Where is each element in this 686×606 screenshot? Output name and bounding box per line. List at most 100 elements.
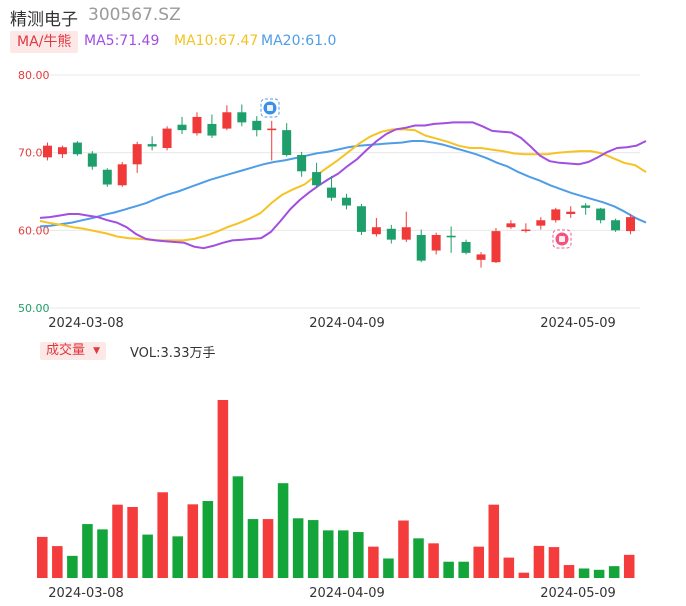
volume-bar (172, 536, 183, 578)
candle-body (356, 206, 366, 232)
candle (536, 217, 546, 230)
volume-bar (277, 483, 289, 578)
candle-body (551, 209, 561, 221)
ma10-line (39, 128, 647, 242)
y-tick-label: 60.00 (18, 224, 50, 237)
price-x-ticks: 2024-03-08 2024-04-09 2024-05-09 (48, 316, 616, 330)
volume-bar (202, 501, 214, 578)
candle (72, 141, 82, 156)
candle-body (72, 142, 82, 155)
candle-body (102, 169, 112, 185)
ma-indicator-selector[interactable]: MA/牛熊 (10, 31, 79, 53)
volume-chart[interactable]: 2024-03-08 2024-04-09 2024-05-09 (0, 360, 686, 606)
candle-body (341, 197, 351, 206)
volume-bar (292, 518, 304, 578)
candle (162, 126, 172, 151)
candle (416, 229, 426, 263)
candle-body (117, 164, 127, 186)
candle-body (566, 211, 576, 215)
volume-bar (608, 566, 620, 578)
volume-bar (443, 561, 454, 578)
candle (312, 162, 322, 188)
volume-bar (82, 524, 93, 578)
x-tick-label: 2024-04-09 (309, 586, 385, 601)
candle (371, 217, 381, 237)
volume-bar (548, 547, 560, 578)
volume-bar (52, 546, 63, 578)
ma20-line (39, 140, 647, 228)
volume-bar (338, 530, 349, 578)
volume-bars (37, 400, 635, 578)
candle-body (611, 220, 621, 231)
y-tick-label: 70.00 (18, 147, 50, 160)
volume-bar (322, 530, 334, 578)
candle (282, 123, 292, 157)
candle (177, 116, 187, 135)
ma5-line (39, 121, 647, 250)
price-chart[interactable]: 80.00 70.00 60.00 50.00 2024-03-08 2024-04-0… (0, 0, 686, 330)
volume-bar (623, 554, 635, 578)
volume-bar (533, 545, 545, 578)
x-tick-label: 2024-04-09 (309, 316, 385, 330)
bull-badge-icon[interactable] (552, 229, 572, 249)
volume-x-ticks: 2024-03-08 2024-04-09 2024-05-09 (48, 586, 616, 601)
candle (117, 161, 127, 187)
candle (207, 114, 217, 138)
candle (87, 151, 97, 170)
candle (102, 168, 112, 187)
candle-body (581, 205, 591, 208)
volume-bar (112, 504, 123, 578)
candle-body (267, 128, 277, 131)
volume-bar (142, 534, 153, 578)
candle-body (506, 223, 516, 228)
candle (237, 104, 247, 127)
volume-value: VOL:3.33万手 (130, 346, 216, 361)
candle (521, 223, 531, 233)
volume-bar (413, 538, 424, 578)
volume-bar (383, 558, 394, 578)
candle-body (162, 128, 172, 149)
candle (401, 211, 411, 242)
candle-body (461, 241, 471, 253)
candle-body (371, 227, 381, 235)
stock-name: 精测电子 (10, 10, 78, 30)
candle (341, 193, 351, 210)
candle (551, 207, 561, 223)
volume-bar (428, 543, 439, 578)
x-tick-label: 2024-03-08 (48, 586, 124, 601)
volume-bar (593, 569, 605, 578)
candle-body (207, 123, 217, 136)
candle-body (87, 153, 97, 167)
candle (42, 142, 52, 161)
volume-indicator-selector[interactable]: 成交量 ▼ (40, 342, 107, 360)
volume-bar (563, 565, 575, 578)
candle-body (192, 116, 202, 134)
volume-bar (473, 546, 484, 578)
candle-body (521, 229, 531, 232)
candle (596, 207, 606, 224)
signal-badges (260, 98, 572, 249)
volume-bar (127, 506, 138, 578)
candle (611, 218, 621, 232)
volume-bar (232, 476, 244, 578)
volume-bar (458, 561, 469, 578)
volume-bar (247, 519, 259, 578)
volume-bar (97, 529, 108, 578)
candle-body (401, 227, 411, 240)
candle-body (491, 231, 501, 263)
candle-body (132, 144, 142, 165)
candle-body (252, 120, 262, 131)
bear-badge-icon[interactable] (260, 98, 280, 118)
candle-body (327, 187, 337, 198)
candle (147, 136, 157, 151)
candle-body (431, 234, 441, 251)
candle-body (596, 208, 606, 221)
candle (476, 252, 486, 268)
candle (386, 224, 396, 244)
candle-body (282, 130, 292, 155)
candle-body (416, 234, 426, 261)
candle (431, 232, 441, 255)
candle (267, 120, 277, 161)
price-y-ticks: 80.00 70.00 60.00 50.00 (18, 69, 50, 315)
volume-bar (67, 555, 78, 578)
